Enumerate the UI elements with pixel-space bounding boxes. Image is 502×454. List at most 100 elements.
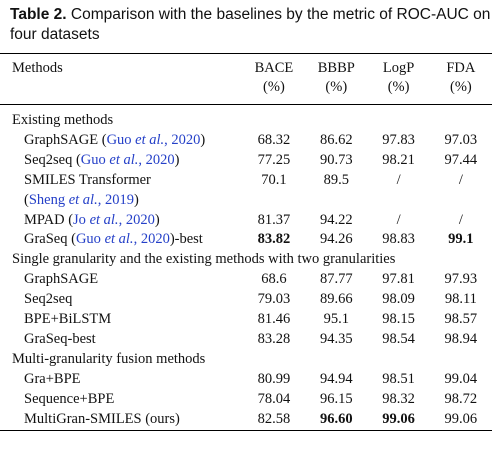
value-cell: 98.94 (444, 330, 478, 347)
value-cell: 81.37 (257, 211, 291, 228)
column-header: BACE (%) (243, 54, 305, 105)
value-cell: 77.25 (257, 151, 291, 168)
section-title: Multi-granularity fusion methods (12, 350, 206, 367)
method-name: ) (200, 131, 206, 148)
method-cell: GraSeq (Guo et al., 2020)-best (0, 230, 243, 250)
method-cell: BPE+BiLSTM (0, 310, 243, 330)
value-cell: 70.1 (261, 171, 287, 188)
table-caption: Table 2. Comparison with the baselines b… (10, 5, 495, 45)
value-cell: 81.46 (257, 311, 291, 328)
value-cell: 96.15 (319, 390, 353, 407)
value-cell: 82.58 (257, 410, 291, 427)
citation: Guo (106, 131, 136, 148)
method-name: )-best (169, 231, 203, 248)
method-cell: GraSeq-best (0, 330, 243, 350)
method-cell: MultiGran-SMILES (ours) (0, 410, 243, 430)
method-name: Gra+BPE (24, 370, 81, 387)
citation: et al. (68, 191, 98, 208)
value-cell: 98.32 (382, 390, 415, 407)
column-name: BACE (254, 60, 294, 76)
column-unit: (%) (263, 79, 285, 95)
value-cell: 97.93 (444, 271, 478, 288)
method-name: MultiGran-SMILES (ours) (24, 410, 180, 427)
table-header: Methods BACE (%) BBBP (%) LogP (%) FDA (%) (0, 53, 492, 105)
citation: Guo (80, 151, 110, 168)
value-cell: 87.77 (319, 271, 353, 288)
value-cell: 89.66 (319, 291, 353, 308)
method-name: Seq2seq (24, 291, 73, 308)
value-cell: 94.26 (319, 231, 353, 248)
method-cell: SMILES Transformer (Sheng et al., 2019) (0, 171, 243, 211)
value-cell: 94.94 (319, 370, 353, 387)
value-cell: 98.72 (444, 390, 478, 407)
data-row: GraSeq (Guo et al., 2020)-best 83.82 94.26… (0, 230, 492, 250)
value-cell: 86.62 (319, 131, 353, 148)
header-row: Methods BACE (%) BBBP (%) LogP (%) FDA (%) (0, 53, 492, 105)
data-row: MultiGran-SMILES (ours) 82.58 96.60 99.06 99… (0, 410, 492, 430)
value-cell: 99.04 (444, 370, 478, 387)
value-cell: 78.04 (257, 390, 291, 407)
value-cell: 94.35 (319, 330, 353, 347)
value-cell: 90.73 (319, 151, 353, 168)
citation: Jo (73, 211, 90, 228)
value-cell: 89.5 (323, 171, 349, 188)
method-cell: GraphSAGE (Guo et al., 2020) (0, 131, 243, 151)
method-cell: GraphSAGE (0, 270, 243, 290)
section-row: Single granularity and the existing meth… (0, 250, 492, 270)
results-table: Methods BACE (%) BBBP (%) LogP (%) FDA (%) Existi… (0, 53, 492, 431)
table-section: Existing methods GraphSAGE (Guo et al., 2… (0, 105, 492, 251)
method-cell: MPAD (Jo et al., 2020) (0, 211, 243, 231)
value-cell: 99.1 (448, 231, 474, 248)
section-row: Multi-granularity fusion methods (0, 350, 492, 370)
column-header: LogP (%) (367, 54, 429, 105)
column-header: BBBP (%) (305, 54, 367, 105)
value-cell: 68.32 (257, 131, 291, 148)
citation: et al. (89, 211, 119, 228)
value-cell: 98.09 (382, 291, 415, 308)
value-cell: 98.54 (382, 330, 415, 347)
method-name: GraphSAGE ( (24, 131, 107, 148)
method-name: BPE+BiLSTM (24, 311, 112, 328)
method-cell: Seq2seq (Guo et al., 2020) (0, 151, 243, 171)
method-name: GraSeq-best (24, 330, 96, 347)
value-cell: 83.82 (257, 231, 291, 248)
section-title: Single granularity and the existing meth… (12, 251, 396, 268)
value-cell: 68.6 (261, 271, 287, 288)
citation: Sheng (28, 191, 69, 208)
data-row: GraSeq-best 83.28 94.35 98.54 98.94 (0, 330, 492, 350)
value-cell: 98.57 (444, 311, 478, 328)
citation: Guo (75, 231, 105, 248)
value-cell: 83.28 (257, 330, 291, 347)
value-cell: 99.06 (444, 410, 478, 427)
column-unit: (%) (387, 79, 410, 95)
value-cell: 98.15 (382, 311, 415, 328)
method-name: ) (174, 151, 180, 168)
column-name: LogP (382, 60, 415, 76)
value-cell: 94.22 (319, 211, 353, 228)
column-name: Methods (12, 60, 63, 76)
value-cell: 97.44 (444, 151, 478, 168)
value-cell: 97.83 (382, 131, 415, 148)
value-cell: 98.11 (444, 291, 477, 308)
value-cell: 80.99 (257, 370, 291, 387)
method-cell: Sequence+BPE (0, 390, 243, 410)
value-cell: 98.51 (382, 370, 415, 387)
column-unit: (%) (449, 79, 472, 95)
section-row: Existing methods (0, 105, 492, 131)
value-cell: 99.06 (382, 410, 415, 427)
value-cell: 96.60 (319, 410, 353, 427)
value-cell: 97.03 (444, 131, 478, 148)
method-name: ) (133, 191, 139, 208)
caption-text: Comparison with the baselines by the met… (10, 6, 491, 43)
method-name: GraphSAGE (24, 271, 99, 288)
value-cell: 98.21 (382, 151, 415, 168)
data-row: Seq2seq 79.03 89.66 98.09 98.11 (0, 290, 492, 310)
data-row: Seq2seq (Guo et al., 2020) 77.25 90.73 98.2… (0, 151, 492, 171)
column-header: Methods (0, 54, 243, 105)
method-name: Seq2seq ( (24, 151, 81, 168)
data-row: MPAD (Jo et al., 2020) 81.37 94.22 / / (0, 211, 492, 231)
caption-label: Table 2. (10, 6, 67, 23)
citation: et al. (104, 231, 134, 248)
column-name: BBBP (317, 60, 355, 76)
